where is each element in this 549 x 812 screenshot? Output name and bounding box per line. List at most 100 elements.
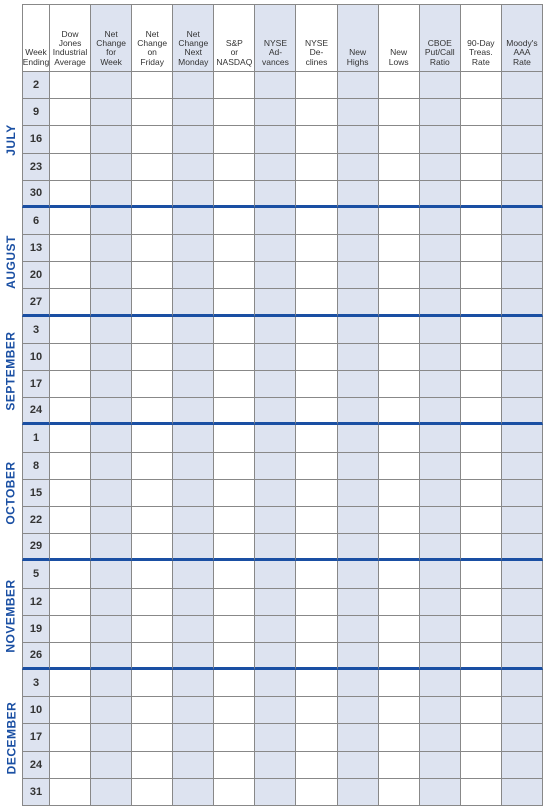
header-col-6: NYSE Ad- vances (255, 4, 296, 72)
data-cell (379, 181, 420, 208)
data-cell (338, 154, 379, 181)
data-cell (338, 561, 379, 588)
data-cell (255, 589, 296, 616)
data-cell (214, 181, 255, 208)
data-cell (50, 724, 91, 751)
data-cell (420, 126, 461, 153)
data-cell (420, 99, 461, 126)
data-cell (50, 697, 91, 724)
data-cell (502, 72, 543, 99)
data-cell (91, 398, 132, 425)
week-ending-cell: 17 (22, 724, 50, 751)
data-cell (296, 344, 337, 371)
data-cell (379, 398, 420, 425)
data-cell (132, 126, 173, 153)
month-label-text: SEPTEMBER (4, 331, 18, 410)
data-cell (173, 344, 214, 371)
data-cell (91, 344, 132, 371)
data-cell (214, 480, 255, 507)
data-cell (296, 99, 337, 126)
data-cell (214, 561, 255, 588)
data-cell (420, 561, 461, 588)
data-cell (255, 697, 296, 724)
week-ending-cell: 2 (22, 72, 50, 99)
week-ending-cell: 1 (22, 425, 50, 452)
data-cell (420, 235, 461, 262)
data-cell (296, 425, 337, 452)
data-cell (255, 398, 296, 425)
data-cell (91, 371, 132, 398)
data-cell (420, 72, 461, 99)
data-cell (338, 670, 379, 697)
data-cell (50, 181, 91, 208)
data-cell (50, 480, 91, 507)
data-cell (255, 126, 296, 153)
data-cell (338, 262, 379, 289)
data-cell (91, 453, 132, 480)
data-cell (338, 208, 379, 235)
data-cell (338, 534, 379, 561)
data-cell (132, 208, 173, 235)
week-ending-cell: 26 (22, 643, 50, 670)
data-cell (50, 208, 91, 235)
data-cell (420, 643, 461, 670)
header-col-4: Net Change Next Monday (173, 4, 214, 72)
data-cell (132, 643, 173, 670)
data-cell (296, 371, 337, 398)
data-cell (255, 262, 296, 289)
data-cell (50, 589, 91, 616)
data-cell (91, 289, 132, 316)
data-cell (461, 208, 502, 235)
data-cell (91, 507, 132, 534)
data-cell (173, 561, 214, 588)
data-cell (461, 480, 502, 507)
data-cell (502, 154, 543, 181)
data-cell (502, 507, 543, 534)
data-cell (338, 317, 379, 344)
data-cell (173, 589, 214, 616)
data-cell (255, 724, 296, 751)
data-cell (132, 344, 173, 371)
data-cell (214, 425, 255, 452)
data-cell (502, 534, 543, 561)
month-label-text: DECEMBER (4, 702, 18, 775)
month-label-text: AUGUST (4, 235, 18, 289)
data-cell (214, 262, 255, 289)
data-cell (461, 344, 502, 371)
month-label-july: JULY (0, 72, 22, 208)
header-col-5: S&P or NASDAQ (214, 4, 255, 72)
data-cell (91, 154, 132, 181)
data-cell (255, 181, 296, 208)
data-cell (338, 344, 379, 371)
header-col-1: Dow Jones Industrial Average (50, 4, 91, 72)
data-cell (173, 670, 214, 697)
data-cell (502, 561, 543, 588)
data-cell (173, 425, 214, 452)
data-cell (214, 534, 255, 561)
data-cell (461, 126, 502, 153)
data-cell (420, 697, 461, 724)
data-cell (502, 589, 543, 616)
data-cell (461, 154, 502, 181)
data-cell (379, 453, 420, 480)
data-cell (461, 779, 502, 806)
data-cell (91, 72, 132, 99)
data-cell (420, 670, 461, 697)
week-ending-cell: 19 (22, 616, 50, 643)
data-cell (296, 670, 337, 697)
data-cell (91, 697, 132, 724)
data-cell (91, 779, 132, 806)
data-cell (461, 398, 502, 425)
data-cell (91, 561, 132, 588)
data-cell (296, 561, 337, 588)
data-cell (132, 262, 173, 289)
data-cell (338, 425, 379, 452)
data-cell (132, 724, 173, 751)
data-cell (296, 181, 337, 208)
data-cell (502, 616, 543, 643)
header-col-8: New Highs (338, 4, 379, 72)
data-cell (255, 670, 296, 697)
data-cell (502, 697, 543, 724)
header-col-9: New Lows (379, 4, 420, 72)
data-cell (338, 289, 379, 316)
